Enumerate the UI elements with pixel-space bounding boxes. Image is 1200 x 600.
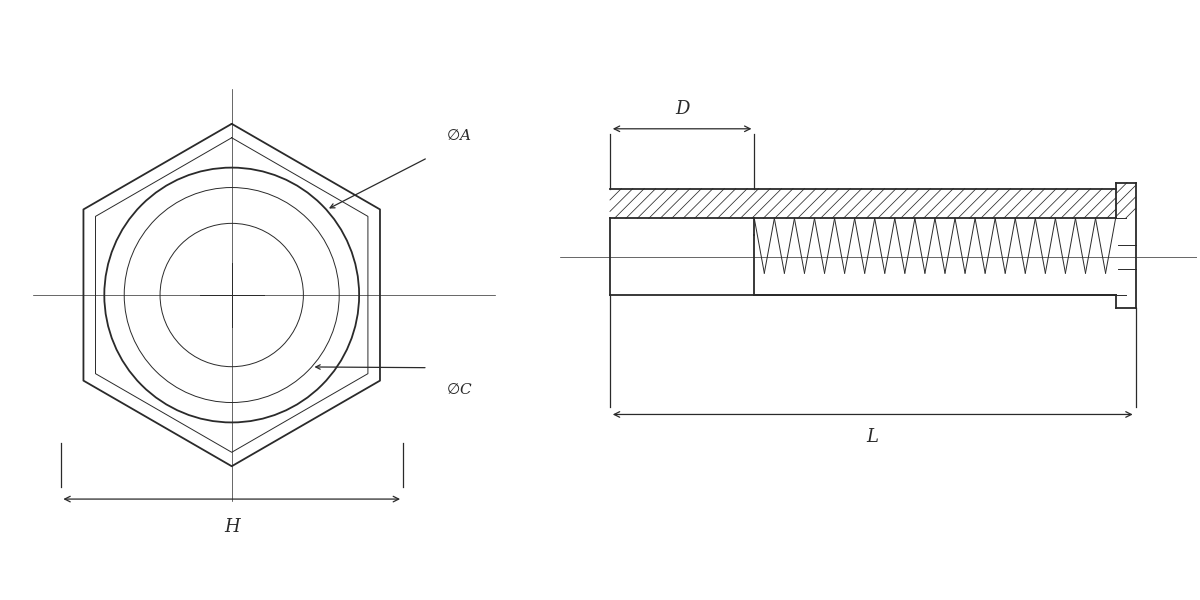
Text: H: H <box>224 518 240 536</box>
Text: L: L <box>866 428 878 446</box>
Text: $\varnothing$C: $\varnothing$C <box>445 382 473 397</box>
Text: $\varnothing$A: $\varnothing$A <box>445 128 472 143</box>
Text: D: D <box>674 100 689 118</box>
